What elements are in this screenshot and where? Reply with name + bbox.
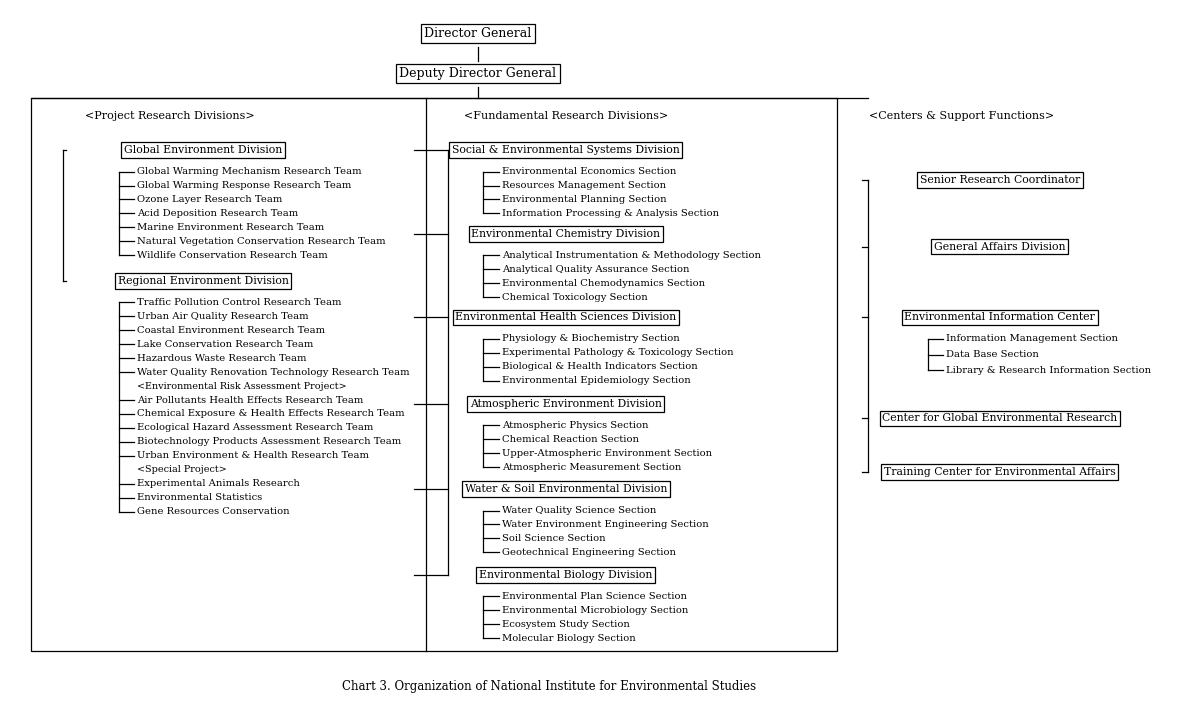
Text: Environmental Information Center: Environmental Information Center xyxy=(904,312,1095,322)
Text: Environmental Health Sciences Division: Environmental Health Sciences Division xyxy=(455,312,677,322)
Text: Biotechnology Products Assessment Research Team: Biotechnology Products Assessment Resear… xyxy=(138,438,401,446)
Text: <Fundamental Research Divisions>: <Fundamental Research Divisions> xyxy=(464,111,667,121)
Text: Geotechnical Engineering Section: Geotechnical Engineering Section xyxy=(503,548,676,557)
Text: Information Processing & Analysis Section: Information Processing & Analysis Sectio… xyxy=(503,209,719,218)
Text: Information Management Section: Information Management Section xyxy=(946,335,1118,343)
Text: Ecosystem Study Section: Ecosystem Study Section xyxy=(503,620,630,628)
Text: Global Warming Mechanism Research Team: Global Warming Mechanism Research Team xyxy=(138,167,363,176)
Text: Biological & Health Indicators Section: Biological & Health Indicators Section xyxy=(503,363,698,371)
Text: Resources Management Section: Resources Management Section xyxy=(503,181,666,190)
Text: Library & Research Information Section: Library & Research Information Section xyxy=(946,366,1151,375)
Text: Regional Environment Division: Regional Environment Division xyxy=(118,276,288,286)
Text: Hazardous Waste Research Team: Hazardous Waste Research Team xyxy=(138,354,307,363)
Text: Water Quality Renovation Technology Research Team: Water Quality Renovation Technology Rese… xyxy=(138,368,410,377)
Text: General Affairs Division: General Affairs Division xyxy=(935,242,1065,252)
Text: <Special Project>: <Special Project> xyxy=(138,465,227,474)
Text: Chemical Exposure & Health Effects Research Team: Chemical Exposure & Health Effects Resea… xyxy=(138,410,405,418)
Text: Training Center for Environmental Affairs: Training Center for Environmental Affair… xyxy=(884,467,1116,477)
Text: Chemical Reaction Section: Chemical Reaction Section xyxy=(503,435,639,444)
Text: Urban Environment & Health Research Team: Urban Environment & Health Research Team xyxy=(138,451,370,460)
Text: Deputy Director General: Deputy Director General xyxy=(399,67,557,80)
Text: Wildlife Conservation Research Team: Wildlife Conservation Research Team xyxy=(138,251,328,260)
Text: Ecological Hazard Assessment Research Team: Ecological Hazard Assessment Research Te… xyxy=(138,423,374,433)
Text: Environmental Statistics: Environmental Statistics xyxy=(138,493,262,502)
Text: Environmental Microbiology Section: Environmental Microbiology Section xyxy=(503,606,689,615)
Text: <Environmental Risk Assessment Project>: <Environmental Risk Assessment Project> xyxy=(138,382,347,390)
Text: Experimental Pathology & Toxicology Section: Experimental Pathology & Toxicology Sect… xyxy=(503,348,733,358)
Text: Lake Conservation Research Team: Lake Conservation Research Team xyxy=(138,340,314,349)
Text: Analytical Instrumentation & Methodology Section: Analytical Instrumentation & Methodology… xyxy=(503,251,762,260)
Text: Urban Air Quality Research Team: Urban Air Quality Research Team xyxy=(138,312,308,321)
Text: <Project Research Divisions>: <Project Research Divisions> xyxy=(86,111,255,121)
Text: Environmental Economics Section: Environmental Economics Section xyxy=(503,167,677,176)
Text: Environmental Plan Science Section: Environmental Plan Science Section xyxy=(503,592,687,601)
Text: Environmental Planning Section: Environmental Planning Section xyxy=(503,195,666,204)
Text: Environmental Epidemiology Section: Environmental Epidemiology Section xyxy=(503,376,691,385)
Text: Coastal Environment Research Team: Coastal Environment Research Team xyxy=(138,326,326,335)
Text: Environmental Chemodynamics Section: Environmental Chemodynamics Section xyxy=(503,279,705,287)
Text: Marine Environment Research Team: Marine Environment Research Team xyxy=(138,223,325,232)
Text: Water Environment Engineering Section: Water Environment Engineering Section xyxy=(503,520,709,529)
Text: Molecular Biology Section: Molecular Biology Section xyxy=(503,633,636,643)
Text: Atmospheric Physics Section: Atmospheric Physics Section xyxy=(503,421,649,430)
Text: Upper-Atmospheric Environment Section: Upper-Atmospheric Environment Section xyxy=(503,449,712,458)
Text: Chart 3. Organization of National Institute for Environmental Studies: Chart 3. Organization of National Instit… xyxy=(343,680,757,693)
Text: Acid Deposition Research Team: Acid Deposition Research Team xyxy=(138,209,299,218)
Text: Director General: Director General xyxy=(424,27,532,40)
Text: Social & Environmental Systems Division: Social & Environmental Systems Division xyxy=(452,145,679,155)
Text: Natural Vegetation Conservation Research Team: Natural Vegetation Conservation Research… xyxy=(138,237,386,246)
Text: Global Warming Response Research Team: Global Warming Response Research Team xyxy=(138,181,352,190)
Text: Ozone Layer Research Team: Ozone Layer Research Team xyxy=(138,195,282,204)
Text: Environmental Biology Division: Environmental Biology Division xyxy=(479,570,652,580)
Text: Air Pollutants Health Effects Research Team: Air Pollutants Health Effects Research T… xyxy=(138,395,364,405)
Text: Soil Science Section: Soil Science Section xyxy=(503,534,606,543)
Text: Global Environment Division: Global Environment Division xyxy=(124,145,282,155)
Text: <Centers & Support Functions>: <Centers & Support Functions> xyxy=(869,111,1053,121)
Text: Chemical Toxicology Section: Chemical Toxicology Section xyxy=(503,292,647,302)
Text: Water Quality Science Section: Water Quality Science Section xyxy=(503,506,657,515)
Text: Experimental Animals Research: Experimental Animals Research xyxy=(138,479,300,488)
Text: Physiology & Biochemistry Section: Physiology & Biochemistry Section xyxy=(503,335,680,343)
Text: Center for Global Environmental Research: Center for Global Environmental Research xyxy=(883,413,1117,423)
Text: Atmospheric Measurement Section: Atmospheric Measurement Section xyxy=(503,463,681,472)
Text: Water & Soil Environmental Division: Water & Soil Environmental Division xyxy=(465,484,667,494)
Text: Senior Research Coordinator: Senior Research Coordinator xyxy=(919,175,1080,185)
Text: Environmental Chemistry Division: Environmental Chemistry Division xyxy=(471,229,660,239)
Text: Analytical Quality Assurance Section: Analytical Quality Assurance Section xyxy=(503,265,690,274)
Text: Data Base Section: Data Base Section xyxy=(946,350,1039,359)
Text: Atmospheric Environment Division: Atmospheric Environment Division xyxy=(470,399,661,409)
Text: Traffic Pollution Control Research Team: Traffic Pollution Control Research Team xyxy=(138,298,341,307)
Text: Gene Resources Conservation: Gene Resources Conservation xyxy=(138,507,290,516)
